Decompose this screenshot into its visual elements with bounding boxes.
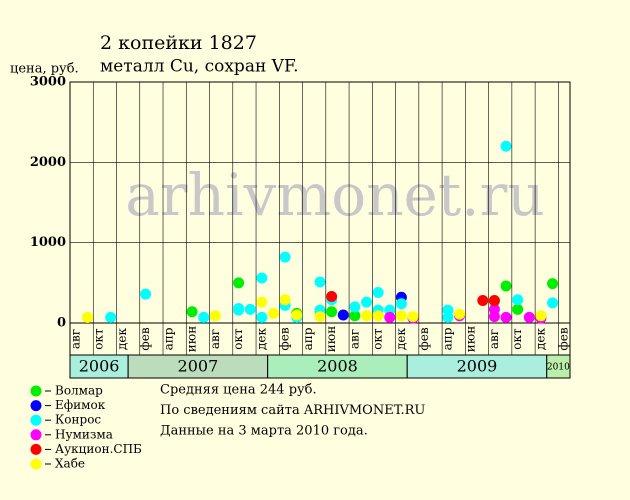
- data-point: [314, 276, 326, 288]
- x-tick-label: авг: [487, 329, 501, 349]
- year-label: 2007: [178, 357, 219, 376]
- month-band: [69, 322, 571, 356]
- data-point: [488, 295, 500, 307]
- data-point: [279, 251, 291, 263]
- data-point: [454, 308, 466, 320]
- x-tick-label: фев: [557, 327, 571, 350]
- legend-marker: [30, 429, 42, 441]
- data-point: [547, 278, 559, 290]
- data-point: [337, 309, 349, 321]
- data-point: [395, 310, 407, 322]
- legend-label: Хабе: [55, 457, 85, 471]
- y-axis-label: цена, руб.: [10, 62, 79, 77]
- x-tick-label: июн: [464, 326, 478, 352]
- y-tick-label: 0: [57, 316, 66, 331]
- data-point: [547, 297, 559, 309]
- data-point: [233, 277, 245, 289]
- data-point: [488, 311, 500, 323]
- x-tick-label: апр: [440, 327, 454, 350]
- legend-marker: [30, 400, 42, 412]
- data-point: [349, 310, 361, 322]
- x-tick-label: июн: [185, 326, 199, 352]
- year-label: 2006: [79, 357, 120, 376]
- data-point: [267, 307, 279, 319]
- note: Данные на 3 марта 2010 года.: [160, 424, 368, 439]
- data-point: [500, 280, 512, 292]
- year-label: 2009: [457, 357, 498, 376]
- year-label: 2008: [317, 357, 358, 376]
- data-point: [477, 295, 489, 307]
- legend-label: Волмар: [55, 384, 103, 398]
- x-tick-label: авг: [208, 329, 222, 349]
- x-tick-label: дек: [254, 328, 268, 350]
- data-point: [209, 310, 221, 322]
- x-tick-label: окт: [92, 328, 106, 350]
- x-tick-label: авг: [347, 329, 361, 349]
- data-point: [291, 309, 303, 321]
- x-tick-label: дек: [533, 328, 547, 350]
- y-tick-label: 1000: [30, 235, 66, 250]
- data-point: [81, 311, 93, 323]
- data-point: [512, 294, 524, 306]
- data-point: [500, 140, 512, 152]
- year-label: 2010: [547, 363, 570, 373]
- data-point: [326, 306, 338, 318]
- x-tick-label: апр: [161, 327, 175, 350]
- x-tick-label: апр: [301, 327, 315, 350]
- x-tick-label: окт: [371, 328, 385, 350]
- chart-title: 2 копейки 1827: [100, 32, 257, 54]
- watermark: arhivmonet.ru: [125, 161, 544, 229]
- x-tick-label: дек: [115, 328, 129, 350]
- x-tick-label: авг: [68, 329, 82, 349]
- data-point: [395, 298, 407, 310]
- data-point: [372, 310, 384, 322]
- data-point: [256, 272, 268, 284]
- legend-label: Ефимок: [55, 398, 106, 412]
- note: По сведениям сайта ARHIVMONET.RU: [160, 403, 425, 418]
- x-tick-label: окт: [510, 328, 524, 350]
- x-tick-label: дек: [394, 328, 408, 350]
- year-band: [546, 354, 571, 379]
- x-tick-label: фев: [138, 327, 152, 350]
- data-point: [279, 294, 291, 306]
- legend-label: Конрос: [55, 413, 101, 427]
- legend-marker: [30, 443, 42, 455]
- x-tick-label: июн: [324, 326, 338, 352]
- legend-label: Нумизма: [55, 427, 113, 441]
- legend-marker: [30, 385, 42, 397]
- data-point: [256, 311, 268, 323]
- data-point: [244, 303, 256, 315]
- chart-subtitle: металл Cu, сохран VF.: [100, 57, 299, 77]
- data-point: [442, 304, 454, 316]
- data-point: [512, 303, 524, 315]
- data-point: [500, 311, 512, 323]
- x-tick-label: фев: [417, 327, 431, 350]
- data-point: [140, 288, 152, 300]
- y-tick-label: 2000: [30, 155, 66, 170]
- data-point: [384, 311, 396, 323]
- data-point: [326, 290, 338, 302]
- data-point: [349, 301, 361, 313]
- x-tick-label: фев: [278, 327, 292, 350]
- x-tick-label: окт: [231, 328, 245, 350]
- data-point: [361, 310, 373, 322]
- note: Средняя цена 244 руб.: [160, 383, 317, 398]
- data-point: [314, 311, 326, 323]
- data-point: [233, 304, 245, 316]
- data-point: [186, 306, 198, 318]
- y-tick-label: 3000: [30, 75, 66, 90]
- data-point: [256, 296, 268, 308]
- legend-label: Аукцион.СПБ: [55, 442, 142, 456]
- legend-marker: [30, 414, 42, 426]
- data-point: [535, 310, 547, 322]
- data-point: [372, 286, 384, 298]
- data-point: [105, 311, 117, 323]
- data-point: [407, 311, 419, 323]
- data-point: [198, 311, 210, 323]
- data-point: [523, 311, 535, 323]
- legend-marker: [30, 458, 42, 470]
- data-point: [361, 296, 373, 308]
